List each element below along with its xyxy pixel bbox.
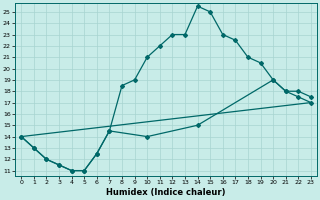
X-axis label: Humidex (Indice chaleur): Humidex (Indice chaleur) (106, 188, 226, 197)
